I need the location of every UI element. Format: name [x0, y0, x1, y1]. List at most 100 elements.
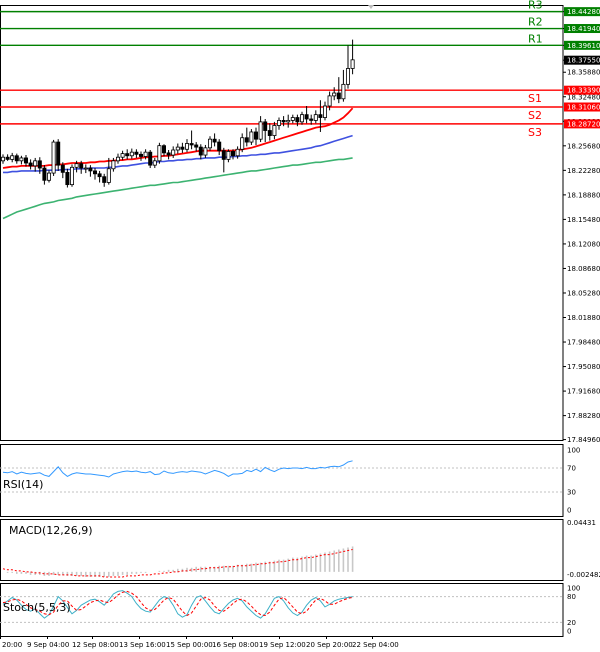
level-price-label: 18.28720 — [567, 120, 600, 128]
candle-body — [267, 130, 272, 136]
candle-body — [350, 59, 355, 69]
candle-body — [0, 156, 6, 162]
candle-body — [304, 114, 309, 120]
stoch-tick-label: 100 — [567, 585, 580, 593]
candle-body — [345, 68, 350, 85]
macd-panel[interactable]: 0.04431 -0.002482 MACD(12,26,9) — [0, 519, 600, 581]
price-tick-label: 18.08680 — [567, 265, 600, 273]
panel-frame — [0, 519, 564, 581]
candle-body — [111, 160, 116, 170]
candle-body — [93, 170, 98, 175]
stoch-tick-label: 20 — [567, 619, 576, 627]
level-price-label: 18.41940 — [567, 25, 600, 33]
candle-body — [263, 121, 268, 131]
candle-body — [116, 156, 121, 162]
level-label-s1: S1 — [528, 92, 542, 105]
candle-body — [70, 166, 75, 186]
time-tick-label: 22 Sep 04:00 — [352, 641, 399, 649]
candle-body — [290, 117, 295, 121]
candle-body — [10, 155, 15, 160]
stoch-tick-label: 0 — [567, 628, 571, 636]
price-tick-label: 18.15480 — [567, 216, 600, 224]
candle-body — [249, 131, 254, 143]
candle-body — [138, 153, 143, 157]
time-tick-label: 12 Sep 08:00 — [72, 641, 119, 649]
candle-body — [60, 164, 65, 173]
macd-title: MACD(12,26,9) — [9, 524, 93, 537]
candle-body — [198, 146, 203, 156]
level-price-box — [564, 102, 600, 112]
level-label-r3: R3 — [528, 0, 543, 12]
level-label-s2: S2 — [528, 109, 542, 122]
candle-body — [253, 131, 258, 140]
candle-body — [309, 118, 314, 121]
candle-body — [102, 176, 107, 183]
candle-body — [74, 163, 79, 168]
candle-body — [230, 151, 235, 157]
candle-body — [51, 141, 56, 174]
candle-body — [28, 162, 33, 167]
candle-body — [203, 147, 208, 156]
rsi-tick-label: 100 — [567, 447, 580, 455]
candle-body — [56, 141, 61, 166]
candle-body — [286, 120, 291, 123]
candle-body — [336, 92, 341, 100]
candle-body — [37, 160, 42, 169]
price-panel[interactable]: R3 R2 R1 S1 S2 S3 — [0, 0, 564, 441]
candle-body — [5, 156, 10, 160]
candle-body — [313, 114, 318, 121]
price-tick-label: 17.91680 — [567, 388, 600, 396]
candle-body — [88, 167, 93, 172]
candle-body — [120, 153, 125, 158]
level-label-r1: R1 — [528, 32, 543, 45]
candle-body — [276, 120, 281, 126]
price-tick-label: 18.12080 — [567, 240, 600, 248]
level-price-label: 18.33390 — [567, 87, 600, 95]
rsi-panel[interactable]: 100 70 30 0 RSI(14) — [0, 444, 580, 517]
ma-green-line — [2, 157, 353, 220]
rsi-line — [2, 460, 353, 478]
candle-body — [207, 138, 212, 149]
candle-body — [327, 95, 332, 107]
price-tick-label: 18.25680 — [567, 142, 600, 150]
candle-body — [97, 173, 102, 178]
time-tick-label: 9 Sep 04:00 — [27, 641, 69, 649]
candle-body — [134, 151, 139, 155]
price-tick-label: 18.05280 — [567, 289, 600, 297]
macd-tick-label: 0.04431 — [567, 519, 596, 527]
candle-body — [65, 171, 70, 186]
stoch-d-line — [2, 590, 353, 617]
time-tick-label: 13 Sep 16:00 — [119, 641, 166, 649]
candle-body — [161, 145, 166, 154]
level-price-box — [564, 40, 600, 50]
level-label-s3: S3 — [528, 126, 542, 139]
price-tick-label: 18.18880 — [567, 191, 600, 199]
candle-body — [318, 114, 323, 118]
candle-body — [14, 155, 19, 162]
stoch-title: Stoch(5,5,3) — [3, 601, 71, 614]
level-price-label: 18.39610 — [567, 42, 600, 50]
candle-body — [212, 138, 217, 143]
candle-body — [23, 157, 28, 164]
ma-red-line — [2, 107, 354, 169]
candle-body — [148, 151, 153, 166]
current-price-label: 18.37550 — [567, 57, 600, 65]
macd-signal-line — [2, 549, 353, 578]
candle-body — [143, 151, 148, 157]
stoch-k-line — [2, 590, 353, 619]
candle-body — [221, 150, 226, 160]
candle-body — [106, 168, 111, 183]
candle-body — [299, 114, 304, 123]
candle-body — [171, 149, 176, 156]
chart-shift-marker — [368, 5, 374, 9]
panel-frame — [0, 444, 564, 517]
candle-body — [258, 121, 263, 140]
candle-body — [226, 151, 231, 160]
rsi-tick-label: 70 — [567, 465, 576, 473]
price-tick-label: 17.88280 — [567, 412, 600, 420]
time-tick-label: 15 Sep 00:00 — [166, 641, 213, 649]
candle-body — [33, 160, 38, 167]
candle-body — [152, 160, 157, 166]
